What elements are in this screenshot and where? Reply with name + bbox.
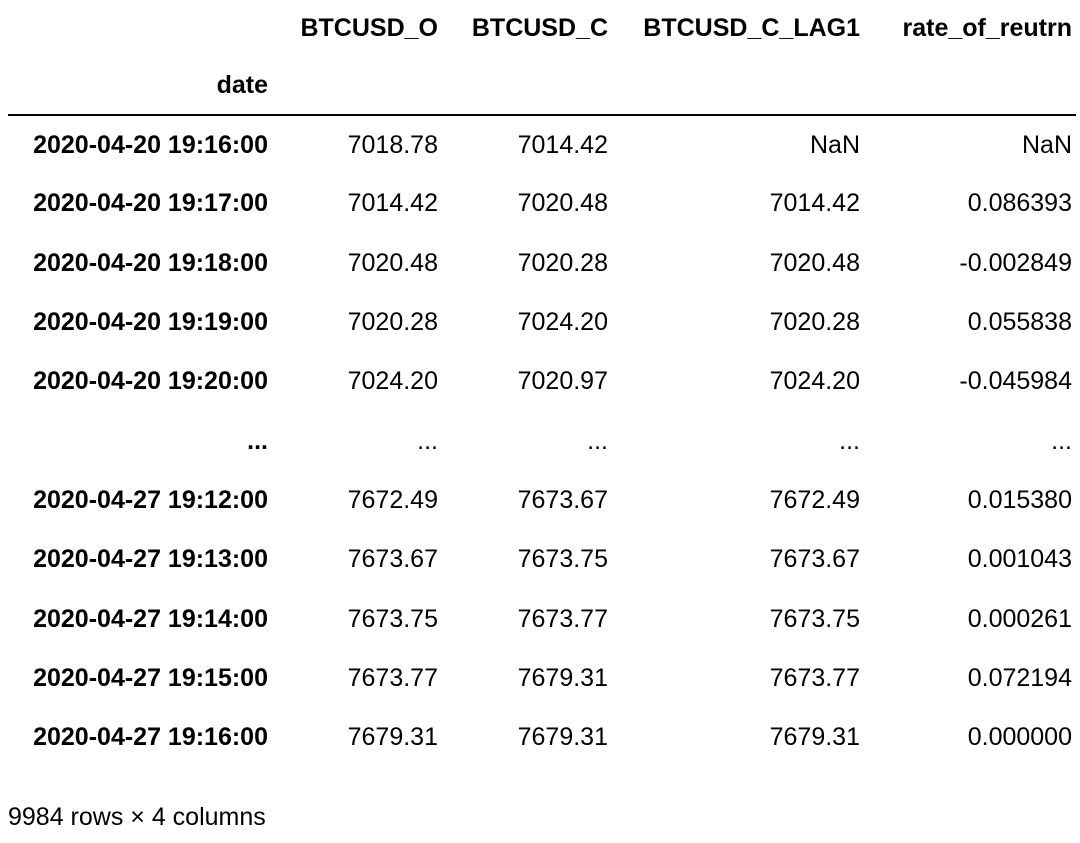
table-row: ............... (8, 411, 1076, 470)
table-cell: 0.001043 (967, 545, 1072, 574)
row-index-cell: 2020-04-20 19:20:00 (33, 367, 268, 396)
table-row: 2020-04-20 19:19:00 7020.28 7024.20 7020.28… (8, 293, 1076, 352)
table-cell: -0.045984 (959, 367, 1072, 396)
row-index-cell: 2020-04-27 19:14:00 (33, 604, 268, 633)
table-cell: 7024.20 (517, 308, 608, 337)
column-header-btcusd-c-lag1: BTCUSD_C_LAG1 (643, 13, 860, 42)
table-cell: -0.002849 (959, 248, 1072, 277)
table-row: 2020-04-20 19:16:00 7018.78 7014.42 NaN NaN (8, 115, 1076, 174)
table-cell: 7673.77 (347, 663, 438, 692)
column-header-btcusd-c: BTCUSD_C (471, 13, 608, 42)
table-cell: 0.015380 (967, 485, 1072, 514)
table-cell: 7672.49 (347, 485, 438, 514)
table-body: 2020-04-20 19:16:00 7018.78 7014.42 NaN NaN 2… (8, 115, 1076, 767)
table-cell: 7673.77 (769, 663, 860, 692)
table-cell: 7014.42 (769, 189, 860, 218)
table-row: 2020-04-20 19:20:00 7024.20 7020.97 7024.20… (8, 352, 1076, 411)
row-index-cell: 2020-04-27 19:13:00 (33, 545, 268, 574)
table-cell: 7020.28 (517, 248, 608, 277)
table-cell: 0.000000 (967, 723, 1072, 752)
column-header-row: BTCUSD_O BTCUSD_C BTCUSD_C_LAG1 rate_of_… (8, 0, 1076, 56)
table-cell: NaN (1021, 130, 1072, 159)
table-cell: 7024.20 (769, 367, 860, 396)
table-cell: NaN (809, 130, 860, 159)
table-cell: 7014.42 (347, 189, 438, 218)
row-index-cell: 2020-04-20 19:17:00 (33, 189, 268, 218)
table-cell: 7020.28 (347, 308, 438, 337)
table-cell: ... (587, 426, 608, 455)
dataframe-table: BTCUSD_O BTCUSD_C BTCUSD_C_LAG1 rate_of_… (8, 0, 1076, 767)
row-index-cell: 2020-04-27 19:15:00 (33, 663, 268, 692)
table-cell: 7020.48 (769, 248, 860, 277)
table-cell: 7679.31 (517, 723, 608, 752)
table-cell: 7679.31 (347, 723, 438, 752)
table-row: 2020-04-20 19:17:00 7014.42 7020.48 7014.42… (8, 174, 1076, 233)
row-index-cell: ... (247, 426, 268, 455)
dataframe-output: BTCUSD_O BTCUSD_C BTCUSD_C_LAG1 rate_of_… (8, 0, 1076, 767)
table-row: 2020-04-27 19:15:00 7673.77 7679.31 7673.77… (8, 649, 1076, 708)
table-cell: 7672.49 (769, 485, 860, 514)
table-cell: 7673.77 (517, 604, 608, 633)
table-row: 2020-04-20 19:18:00 7020.48 7020.28 7020.48… (8, 234, 1076, 293)
row-index-cell: 2020-04-20 19:19:00 (33, 308, 268, 337)
index-name-header: date (216, 70, 268, 99)
table-cell: 7020.48 (517, 189, 608, 218)
table-cell: 7679.31 (517, 663, 608, 692)
row-index-cell: 2020-04-20 19:18:00 (33, 248, 268, 277)
table-cell: 0.086393 (967, 189, 1072, 218)
table-cell: 7673.67 (347, 545, 438, 574)
row-index-cell: 2020-04-20 19:16:00 (33, 130, 268, 159)
table-cell: 7018.78 (347, 130, 438, 159)
dataframe-shape-label: 9984 rows × 4 columns (8, 803, 266, 831)
table-cell: 7673.67 (517, 485, 608, 514)
column-header-btcusd-o: BTCUSD_O (300, 13, 438, 42)
table-cell: 0.000261 (967, 604, 1072, 633)
table-row: 2020-04-27 19:16:00 7679.31 7679.31 7679.31… (8, 708, 1076, 767)
table-row: 2020-04-27 19:13:00 7673.67 7673.75 7673.67… (8, 530, 1076, 589)
table-cell: 7020.28 (769, 308, 860, 337)
table-cell: ... (839, 426, 860, 455)
table-row: 2020-04-27 19:12:00 7672.49 7673.67 7672.49… (8, 471, 1076, 530)
table-cell: 7673.75 (769, 604, 860, 633)
table-cell: 7679.31 (769, 723, 860, 752)
table-cell: 7673.67 (769, 545, 860, 574)
row-index-cell: 2020-04-27 19:12:00 (33, 485, 268, 514)
index-name-row: date (8, 56, 1076, 115)
row-index-cell: 2020-04-27 19:16:00 (33, 723, 268, 752)
table-cell: ... (1051, 426, 1072, 455)
table-row: 2020-04-27 19:14:00 7673.75 7673.77 7673.75… (8, 589, 1076, 648)
table-cell: 7020.48 (347, 248, 438, 277)
table-cell: 7024.20 (347, 367, 438, 396)
table-cell: 0.072194 (967, 663, 1072, 692)
table-cell: ... (417, 426, 438, 455)
table-cell: 0.055838 (967, 308, 1072, 337)
column-header-rate-of-return: rate_of_reutrn (902, 13, 1073, 42)
index-header-blank (8, 0, 272, 56)
table-cell: 7673.75 (517, 545, 608, 574)
table-cell: 7673.75 (347, 604, 438, 633)
table-cell: 7014.42 (517, 130, 608, 159)
table-cell: 7020.97 (517, 367, 608, 396)
